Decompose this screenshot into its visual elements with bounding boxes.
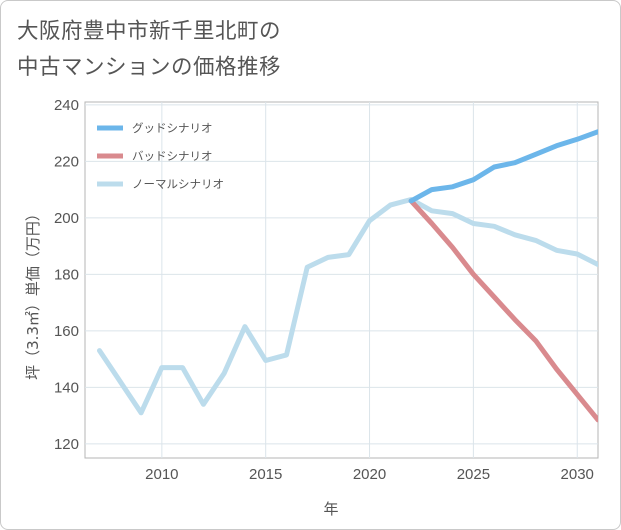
chart-title-line-1: 大阪府豊中市新千里北町の: [17, 19, 282, 44]
legend-item-good[interactable]: グッドシナリオ: [97, 121, 213, 135]
chart-title: 大阪府豊中市新千里北町の 中古マンションの価格推移: [17, 14, 281, 86]
grid-lines: [85, 102, 598, 458]
chart-title-line-2: 中古マンションの価格推移: [17, 55, 282, 80]
x-tick-label: 2010: [145, 466, 178, 483]
y-axis-title: 坪（3.3㎡）単価（万円）: [24, 206, 42, 380]
legend-item-bad[interactable]: バッドシナリオ: [97, 149, 213, 163]
legend-label: ノーマルシナリオ: [132, 177, 224, 191]
y-tick-label: 240: [54, 97, 79, 114]
bad-scenario-line: [408, 198, 598, 423]
y-tick-label: 220: [54, 153, 79, 170]
good-scenario-line: [408, 129, 598, 204]
y-axis-ticks: 120 140 160 180 200 220 240: [54, 97, 79, 453]
y-tick-label: 200: [54, 210, 79, 227]
x-tick-label: 2030: [561, 466, 594, 483]
y-tick-label: 140: [54, 379, 79, 396]
series-lines: [97, 129, 598, 423]
x-axis-title: 年: [323, 500, 338, 518]
y-tick-label: 180: [54, 266, 79, 283]
y-tick-label: 120: [54, 436, 79, 453]
legend-item-normal[interactable]: ノーマルシナリオ: [97, 177, 224, 191]
x-tick-label: 2020: [353, 466, 386, 483]
legend-label: グッドシナリオ: [132, 121, 213, 135]
x-tick-label: 2025: [457, 466, 490, 483]
legend-label: バッドシナリオ: [132, 149, 213, 163]
normal-scenario-line: [97, 197, 598, 416]
x-tick-label: 2015: [249, 466, 282, 483]
y-tick-label: 160: [54, 323, 79, 340]
x-axis-ticks: 2010 2015 2020 2025 2030: [145, 466, 594, 483]
